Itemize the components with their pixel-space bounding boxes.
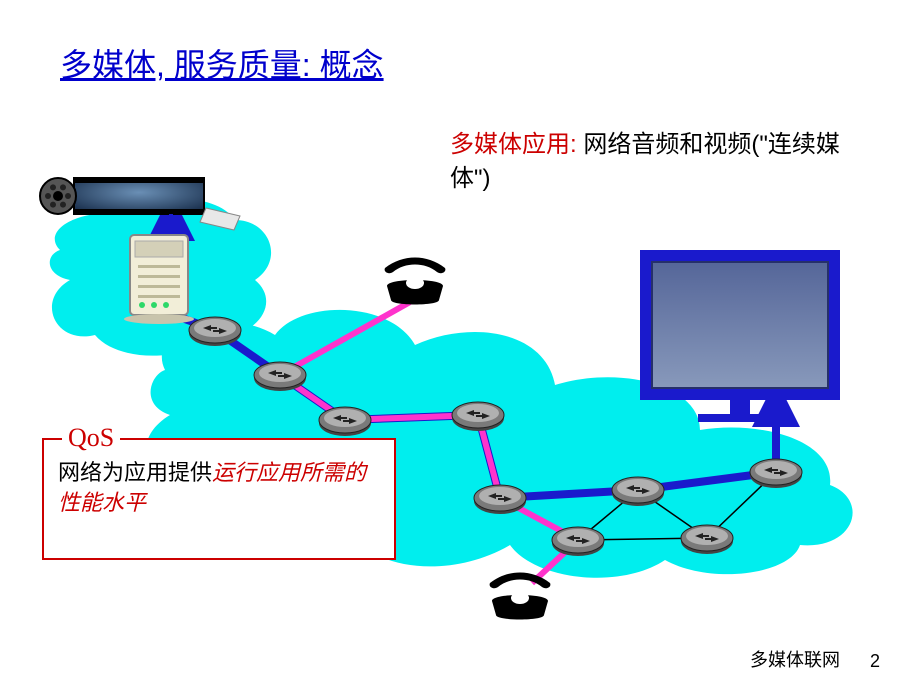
router-icon (552, 527, 604, 556)
router-icon (319, 407, 371, 436)
qos-body-prefix: 网络为应用提供 (58, 460, 212, 485)
qos-body: 网络为应用提供运行应用所需的性能水平 (44, 440, 394, 527)
page-number: 2 (870, 651, 880, 672)
router-icon (254, 362, 306, 391)
monitor-icon (640, 250, 840, 422)
router-icon (474, 485, 526, 514)
telephone-icon (490, 573, 551, 620)
qos-box: QoS 网络为应用提供运行应用所需的性能水平 (42, 438, 396, 560)
footer-label: 多媒体联网 (750, 646, 840, 672)
router-icon (612, 477, 664, 506)
router-icon (452, 402, 504, 431)
router-icon (189, 317, 241, 346)
router-icon (750, 459, 802, 488)
qos-title: QoS (62, 423, 120, 453)
network-diagram (0, 0, 920, 690)
telephone-icon (385, 258, 446, 305)
slide: 多媒体, 服务质量: 概念 多媒体应用: 网络音频和视频("连续媒体") QoS (0, 0, 920, 690)
router-icon (681, 525, 733, 554)
